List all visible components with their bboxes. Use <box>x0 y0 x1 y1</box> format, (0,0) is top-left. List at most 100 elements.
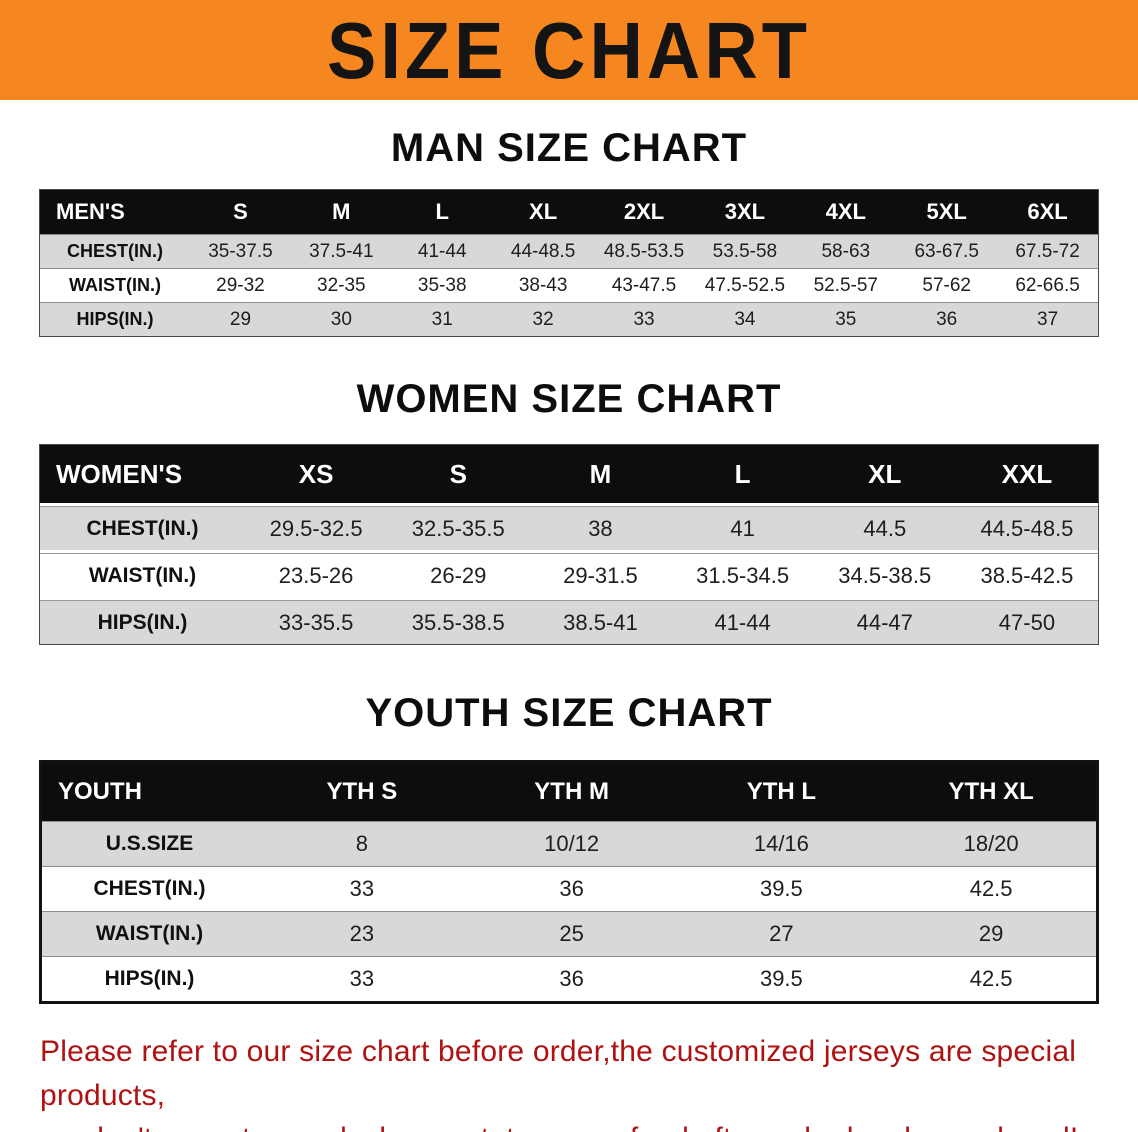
row-label: HIPS(IN.) <box>104 967 195 990</box>
youth-row-ussize: U.S.SIZE 8 10/12 14/16 18/20 <box>42 821 1096 866</box>
size-value: 23.5-26 <box>278 562 354 588</box>
youth-col-header: YTH S <box>326 778 398 805</box>
women-row-waist: WAIST(IN.) 23.5-26 26-29 29-31.5 31.5-34… <box>40 553 1098 597</box>
row-label: WAIST(IN.) <box>88 563 197 587</box>
page-title: SIZE CHART <box>327 5 811 95</box>
size-value: 33 <box>633 308 655 330</box>
youth-row-chest: CHEST(IN.) 33 36 39.5 42.5 <box>42 866 1096 911</box>
size-value: 44-47 <box>856 609 913 635</box>
youth-row-hips: HIPS(IN.) 33 36 39.5 42.5 <box>42 956 1096 1001</box>
size-value: 63-67.5 <box>914 240 979 262</box>
size-value: 39.5 <box>759 876 803 901</box>
size-value: 32-35 <box>317 274 366 296</box>
men-size-table: MEN'S S M L XL 2XL 3XL 4XL 5XL 6XL CHEST… <box>39 189 1099 337</box>
men-col-header: 2XL <box>623 199 665 224</box>
size-value: 31 <box>431 308 453 330</box>
women-row-hips: HIPS(IN.) 33-35.5 35.5-38.5 38.5-41 41-4… <box>40 600 1098 644</box>
youth-size-table: YOUTH YTH S YTH M YTH L YTH XL U.S.SIZE … <box>39 760 1099 1004</box>
size-value: 34.5-38.5 <box>838 562 932 588</box>
women-col-header: S <box>449 458 467 489</box>
size-value: 29-32 <box>216 274 265 296</box>
men-col-header: 3XL <box>724 199 766 224</box>
row-label: HIPS(IN.) <box>76 309 154 329</box>
youth-section-heading: YOUTH SIZE CHART <box>365 691 773 735</box>
size-value: 53.5-58 <box>712 240 778 262</box>
size-value: 35-38 <box>417 274 467 296</box>
size-value: 44.5 <box>863 515 907 541</box>
men-table-header-row: MEN'S S M L XL 2XL 3XL 4XL 5XL 6XL <box>40 190 1098 234</box>
size-value: 29 <box>229 308 252 330</box>
size-value: 42.5 <box>969 876 1013 901</box>
men-table-title: MEN'S <box>56 199 125 224</box>
youth-col-header: YTH M <box>534 778 609 805</box>
men-row-chest: CHEST(IN.) 35-37.5 37.5-41 41-44 44-48.5… <box>40 234 1098 268</box>
men-col-header: 4XL <box>825 199 866 224</box>
row-label: CHEST(IN.) <box>86 516 199 540</box>
men-col-header: XL <box>529 199 558 224</box>
men-section-heading: MAN SIZE CHART <box>390 126 748 170</box>
size-value: 37 <box>1037 308 1059 330</box>
row-label: WAIST(IN.) <box>69 275 161 295</box>
size-value: 35.5-38.5 <box>411 609 505 635</box>
size-value: 31.5-34.5 <box>696 562 790 588</box>
size-value: 32.5-35.5 <box>411 515 505 541</box>
size-value: 52.5-57 <box>813 274 879 296</box>
size-value: 36 <box>559 966 584 991</box>
youth-col-header: YTH L <box>746 778 817 805</box>
size-value: 26-29 <box>430 562 487 588</box>
size-value: 42.5 <box>969 966 1013 991</box>
size-value: 36 <box>559 876 584 901</box>
size-value: 33-35.5 <box>278 609 354 635</box>
size-value: 32 <box>532 308 554 330</box>
women-col-header: XXL <box>1001 458 1053 489</box>
size-value: 41-44 <box>417 240 467 262</box>
size-value: 35 <box>835 308 857 330</box>
size-value: 29-31.5 <box>563 562 638 588</box>
size-value: 25 <box>559 921 584 946</box>
women-section-heading: WOMEN SIZE CHART <box>356 377 782 421</box>
size-value: 18/20 <box>963 831 1019 856</box>
size-value: 38.5-41 <box>563 609 638 635</box>
size-value: 44-48.5 <box>510 240 576 262</box>
size-value: 38.5-42.5 <box>980 562 1074 588</box>
size-value: 41 <box>730 515 755 541</box>
size-value: 44.5-48.5 <box>980 515 1074 541</box>
women-col-header: L <box>734 458 751 489</box>
men-row-waist: WAIST(IN.) 29-32 32-35 35-38 38-43 43-47… <box>40 268 1098 302</box>
row-label: HIPS(IN.) <box>97 610 188 634</box>
size-value: 35-37.5 <box>208 240 273 262</box>
size-value: 58-63 <box>821 240 871 262</box>
size-value: 37.5-41 <box>309 240 374 262</box>
size-value: 38-43 <box>518 274 568 296</box>
women-table-header-row: WOMEN'S XS S M L XL XXL <box>40 445 1098 503</box>
size-value: 33 <box>349 876 375 901</box>
disclaimer-text: Please refer to our size chart before or… <box>40 1030 1102 1132</box>
youth-table-title: YOUTH <box>58 778 142 805</box>
size-value: 38 <box>588 515 613 541</box>
row-label: CHEST(IN.) <box>93 877 206 900</box>
size-value: 8 <box>355 831 368 856</box>
size-value: 36 <box>936 308 958 330</box>
women-size-table: WOMEN'S XS S M L XL XXL CHEST(IN.) 29.5-… <box>39 444 1099 645</box>
size-value: 10/12 <box>544 831 600 856</box>
men-col-header: M <box>332 199 351 224</box>
size-value: 33 <box>349 966 375 991</box>
men-col-header: L <box>435 199 449 224</box>
disclaimer-line-1: Please refer to our size chart before or… <box>40 1035 1077 1112</box>
row-label: U.S.SIZE <box>105 832 194 855</box>
size-value: 47.5-52.5 <box>704 274 786 296</box>
size-value: 43-47.5 <box>611 274 677 296</box>
size-value: 41-44 <box>714 609 771 635</box>
youth-col-header: YTH XL <box>948 778 1034 805</box>
size-value: 67.5-72 <box>1015 240 1080 262</box>
women-col-header: XS <box>298 458 334 489</box>
women-col-header: XL <box>868 458 902 489</box>
men-col-header: 6XL <box>1027 199 1068 224</box>
size-value: 47-50 <box>998 609 1056 635</box>
men-row-hips: HIPS(IN.) 29 30 31 32 33 34 35 36 37 <box>40 302 1098 336</box>
size-value: 14/16 <box>753 831 809 856</box>
women-col-header: M <box>589 458 612 489</box>
size-value: 29.5-32.5 <box>269 515 363 541</box>
size-value: 57-62 <box>922 274 971 296</box>
